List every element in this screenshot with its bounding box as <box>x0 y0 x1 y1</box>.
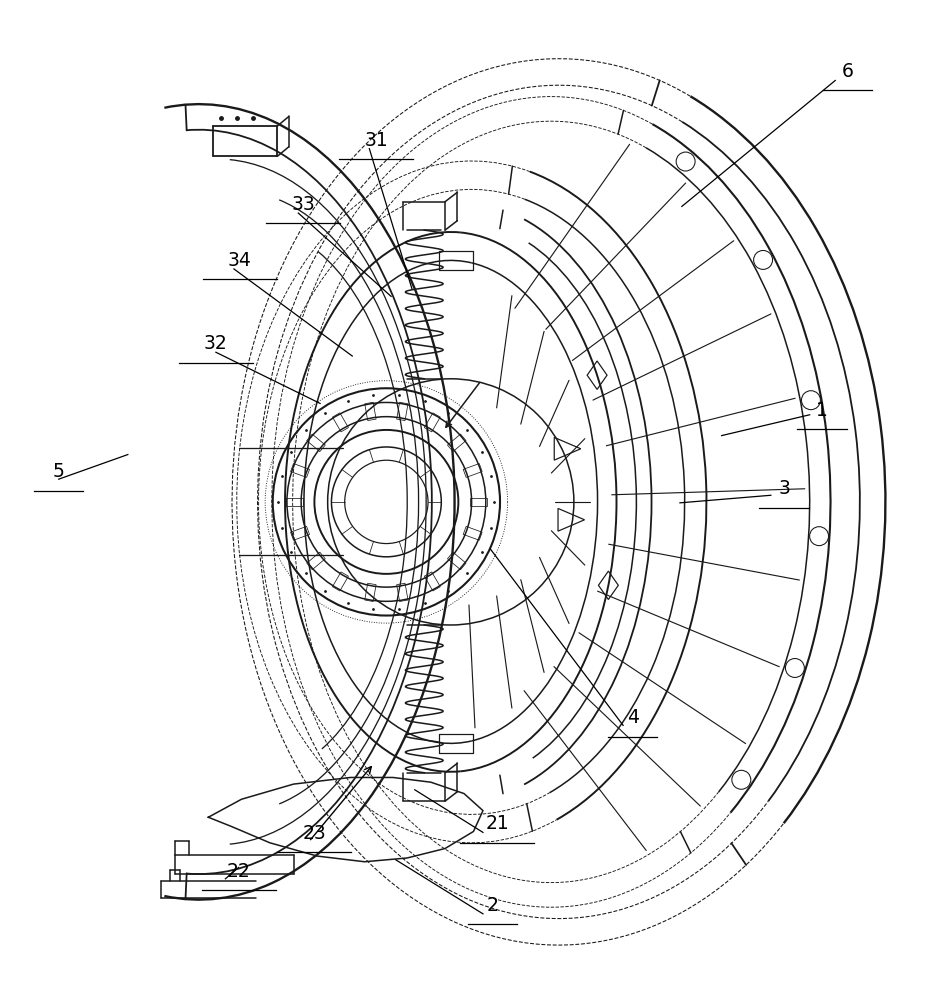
Text: 4: 4 <box>627 708 638 727</box>
Text: 3: 3 <box>778 479 790 498</box>
Text: 31: 31 <box>364 131 388 150</box>
Text: 1: 1 <box>816 401 828 420</box>
Text: 2: 2 <box>487 896 498 915</box>
Text: 32: 32 <box>204 334 228 353</box>
Text: 5: 5 <box>53 462 64 481</box>
Text: 23: 23 <box>302 824 327 843</box>
Text: 33: 33 <box>291 195 315 214</box>
Text: 21: 21 <box>485 814 509 833</box>
Text: 34: 34 <box>227 251 252 270</box>
Text: 6: 6 <box>842 62 853 81</box>
Text: 22: 22 <box>226 862 251 881</box>
